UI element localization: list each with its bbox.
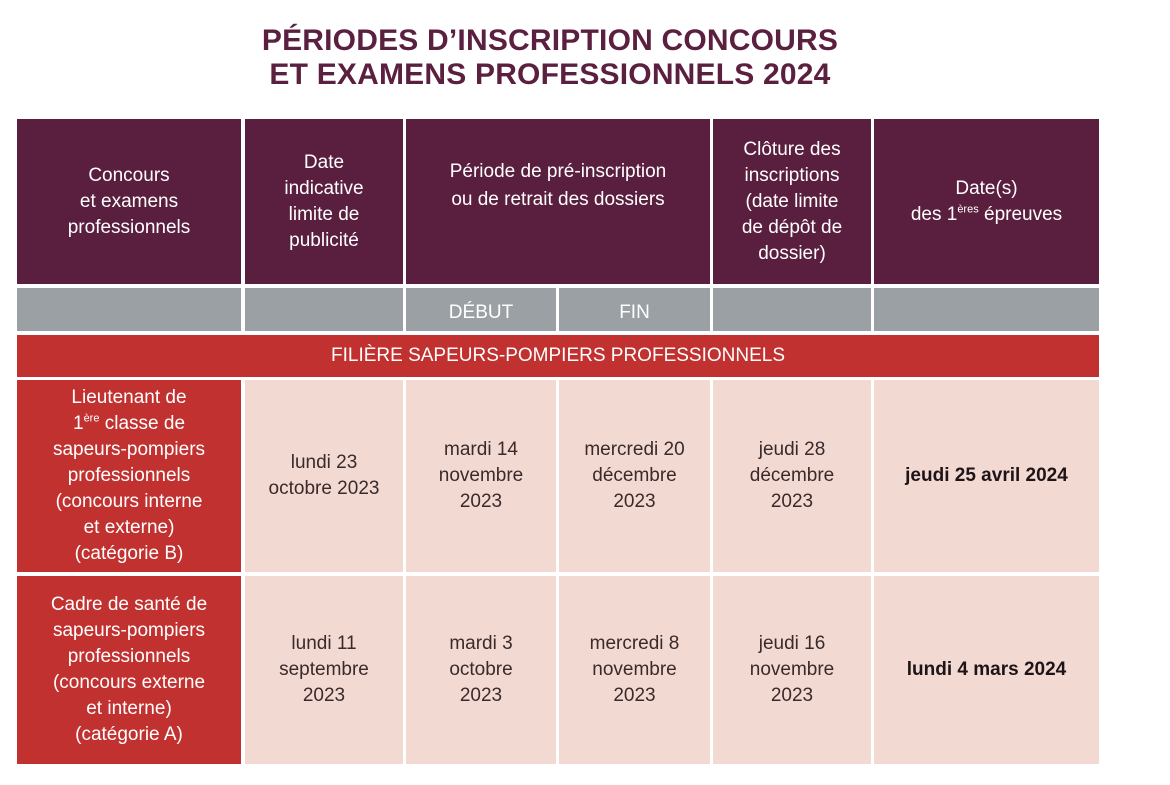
row-1-publicite-line: lundi 23 (290, 452, 358, 473)
header-cloture-line: de dépôt de (741, 216, 843, 238)
row-1-fin: mercredi 20 décembre 2023 (559, 380, 710, 572)
row-2-cloture-line: 2023 (770, 685, 814, 706)
row-1-name-line: 1ère classe de (73, 411, 185, 437)
header-publicite-line: limite de (288, 203, 360, 225)
row-1-name-line: et externe) (83, 517, 175, 538)
row-1-publicite: lundi 23 octobre 2023 (245, 380, 403, 572)
row-1-cloture-line: décembre (749, 465, 835, 486)
row-1-name-pre: 1 (72, 413, 84, 434)
row-2-debut-line: 2023 (459, 685, 503, 706)
row-1-name-sup: ère (83, 412, 100, 425)
subheader-fin-label: FIN (619, 302, 650, 323)
title-line-2: ET EXAMENS PROFESSIONNELS 2024 (269, 58, 831, 91)
row-2-name-line: et interne) (86, 698, 172, 719)
row-2-epreuves-date: lundi 4 mars 2024 (906, 659, 1067, 680)
row-1-cloture: jeudi 28 décembre 2023 (713, 380, 871, 572)
row-1-debut-line: 2023 (459, 491, 503, 512)
header-epreuves-pre: des 1 (910, 203, 958, 225)
row-2-name-line: Cadre de santé de (50, 594, 208, 615)
row-2-debut-line: octobre (449, 659, 513, 680)
row-2-name-line: (concours externe (52, 672, 206, 693)
row-2-cloture-line: jeudi 16 (758, 633, 826, 654)
header-cloture-line: Clôture des (743, 138, 841, 160)
row-2-epreuves: lundi 4 mars 2024 (874, 576, 1099, 764)
header-epreuves-sup: ères (957, 203, 979, 216)
row-1-epreuves: jeudi 25 avril 2024 (874, 380, 1099, 572)
header-periode: Période de pré-inscription ou de retrait… (406, 119, 710, 284)
header-epreuves-line: Date(s) (955, 177, 1018, 199)
header-date-publicite: Date indicative limite de publicité (245, 119, 403, 284)
row-2-fin-line: 2023 (613, 685, 656, 706)
header-periode-line: ou de retrait des dossiers (451, 189, 665, 210)
row-1-name-post: classe de (99, 413, 186, 434)
row-1-epreuves-date: jeudi 25 avril 2024 (905, 465, 1068, 486)
header-epreuves-post: épreuves (978, 203, 1063, 225)
row-2-name: Cadre de santé de sapeurs-pompiers profe… (17, 576, 241, 764)
subheader-debut-label: DÉBUT (448, 302, 514, 323)
row-1-name-line: (catégorie B) (74, 543, 184, 564)
row-1-fin-line: décembre (592, 465, 677, 486)
row-1-cloture-line: jeudi 28 (758, 439, 826, 460)
header-concours-line: professionnels (67, 216, 191, 238)
row-2-name-line: (catégorie A) (75, 724, 183, 745)
subheader-blank-2 (245, 288, 403, 331)
row-2-fin-line: mercredi 8 (589, 633, 680, 654)
row-1-debut-line: mardi 14 (444, 439, 518, 460)
row-2-cloture-line: novembre (749, 659, 835, 680)
title-line-1: PÉRIODES D’INSCRIPTION CONCOURS (261, 24, 839, 57)
subheader-fin: FIN (559, 288, 710, 331)
subheader-blank-4 (874, 288, 1099, 331)
row-1-publicite-line: octobre 2023 (268, 478, 380, 499)
page-title: PÉRIODES D’INSCRIPTION CONCOURS ET EXAME… (170, 24, 930, 92)
row-1-name-line: sapeurs-pompiers (52, 439, 206, 460)
row-1-fin-line: mercredi 20 (584, 439, 685, 460)
row-2-name-line: professionnels (67, 646, 191, 667)
header-cloture-line: dossier) (758, 242, 826, 264)
header-cloture: Clôture des inscriptions (date limite de… (713, 119, 871, 284)
subheader-blank-3 (713, 288, 871, 331)
row-1-name-line: Lieutenant de (71, 387, 187, 408)
filiere-band-label: FILIÈRE SAPEURS-POMPIERS PROFESSIONNELS (331, 345, 785, 366)
row-1-debut: mardi 14 novembre 2023 (406, 380, 556, 572)
header-publicite-line: publicité (289, 229, 359, 251)
row-2-fin-line: novembre (592, 659, 677, 680)
row-1-name: Lieutenant de 1ère classe de sapeurs-pom… (17, 380, 241, 572)
row-1-fin-line: 2023 (613, 491, 656, 512)
header-publicite-line: Date (303, 151, 345, 173)
subheader-debut: DÉBUT (406, 288, 556, 331)
row-2-name-line: sapeurs-pompiers (52, 620, 206, 641)
header-concours-line: et examens (79, 190, 179, 212)
header-periode-line: Période de pré-inscription (449, 161, 667, 182)
header-publicite-line: indicative (284, 177, 364, 199)
row-1-cloture-line: 2023 (770, 491, 814, 512)
subheader-blank-1 (17, 288, 241, 331)
header-epreuves: Date(s) des 1ères épreuves (874, 119, 1099, 284)
row-2-publicite-line: septembre (279, 659, 369, 680)
row-1-name-line: (concours interne (55, 491, 203, 512)
filiere-band: FILIÈRE SAPEURS-POMPIERS PROFESSIONNELS (17, 335, 1099, 377)
row-2-debut-line: mardi 3 (449, 633, 513, 654)
row-2-cloture: jeudi 16 novembre 2023 (713, 576, 871, 764)
row-2-fin: mercredi 8 novembre 2023 (559, 576, 710, 764)
row-1-name-line: professionnels (67, 465, 191, 486)
header-concours-line: Concours (88, 164, 170, 186)
header-cloture-line: inscriptions (744, 164, 840, 186)
row-2-publicite-line: 2023 (302, 685, 346, 706)
row-2-publicite-line: lundi 11 (291, 633, 357, 654)
row-2-debut: mardi 3 octobre 2023 (406, 576, 556, 764)
row-2-publicite: lundi 11 septembre 2023 (245, 576, 403, 764)
header-concours: Concours et examens professionnels (17, 119, 241, 284)
header-epreuves-line: des 1ères épreuves (911, 202, 1062, 228)
header-cloture-line: (date limite (745, 190, 839, 212)
row-1-debut-line: novembre (438, 465, 524, 486)
